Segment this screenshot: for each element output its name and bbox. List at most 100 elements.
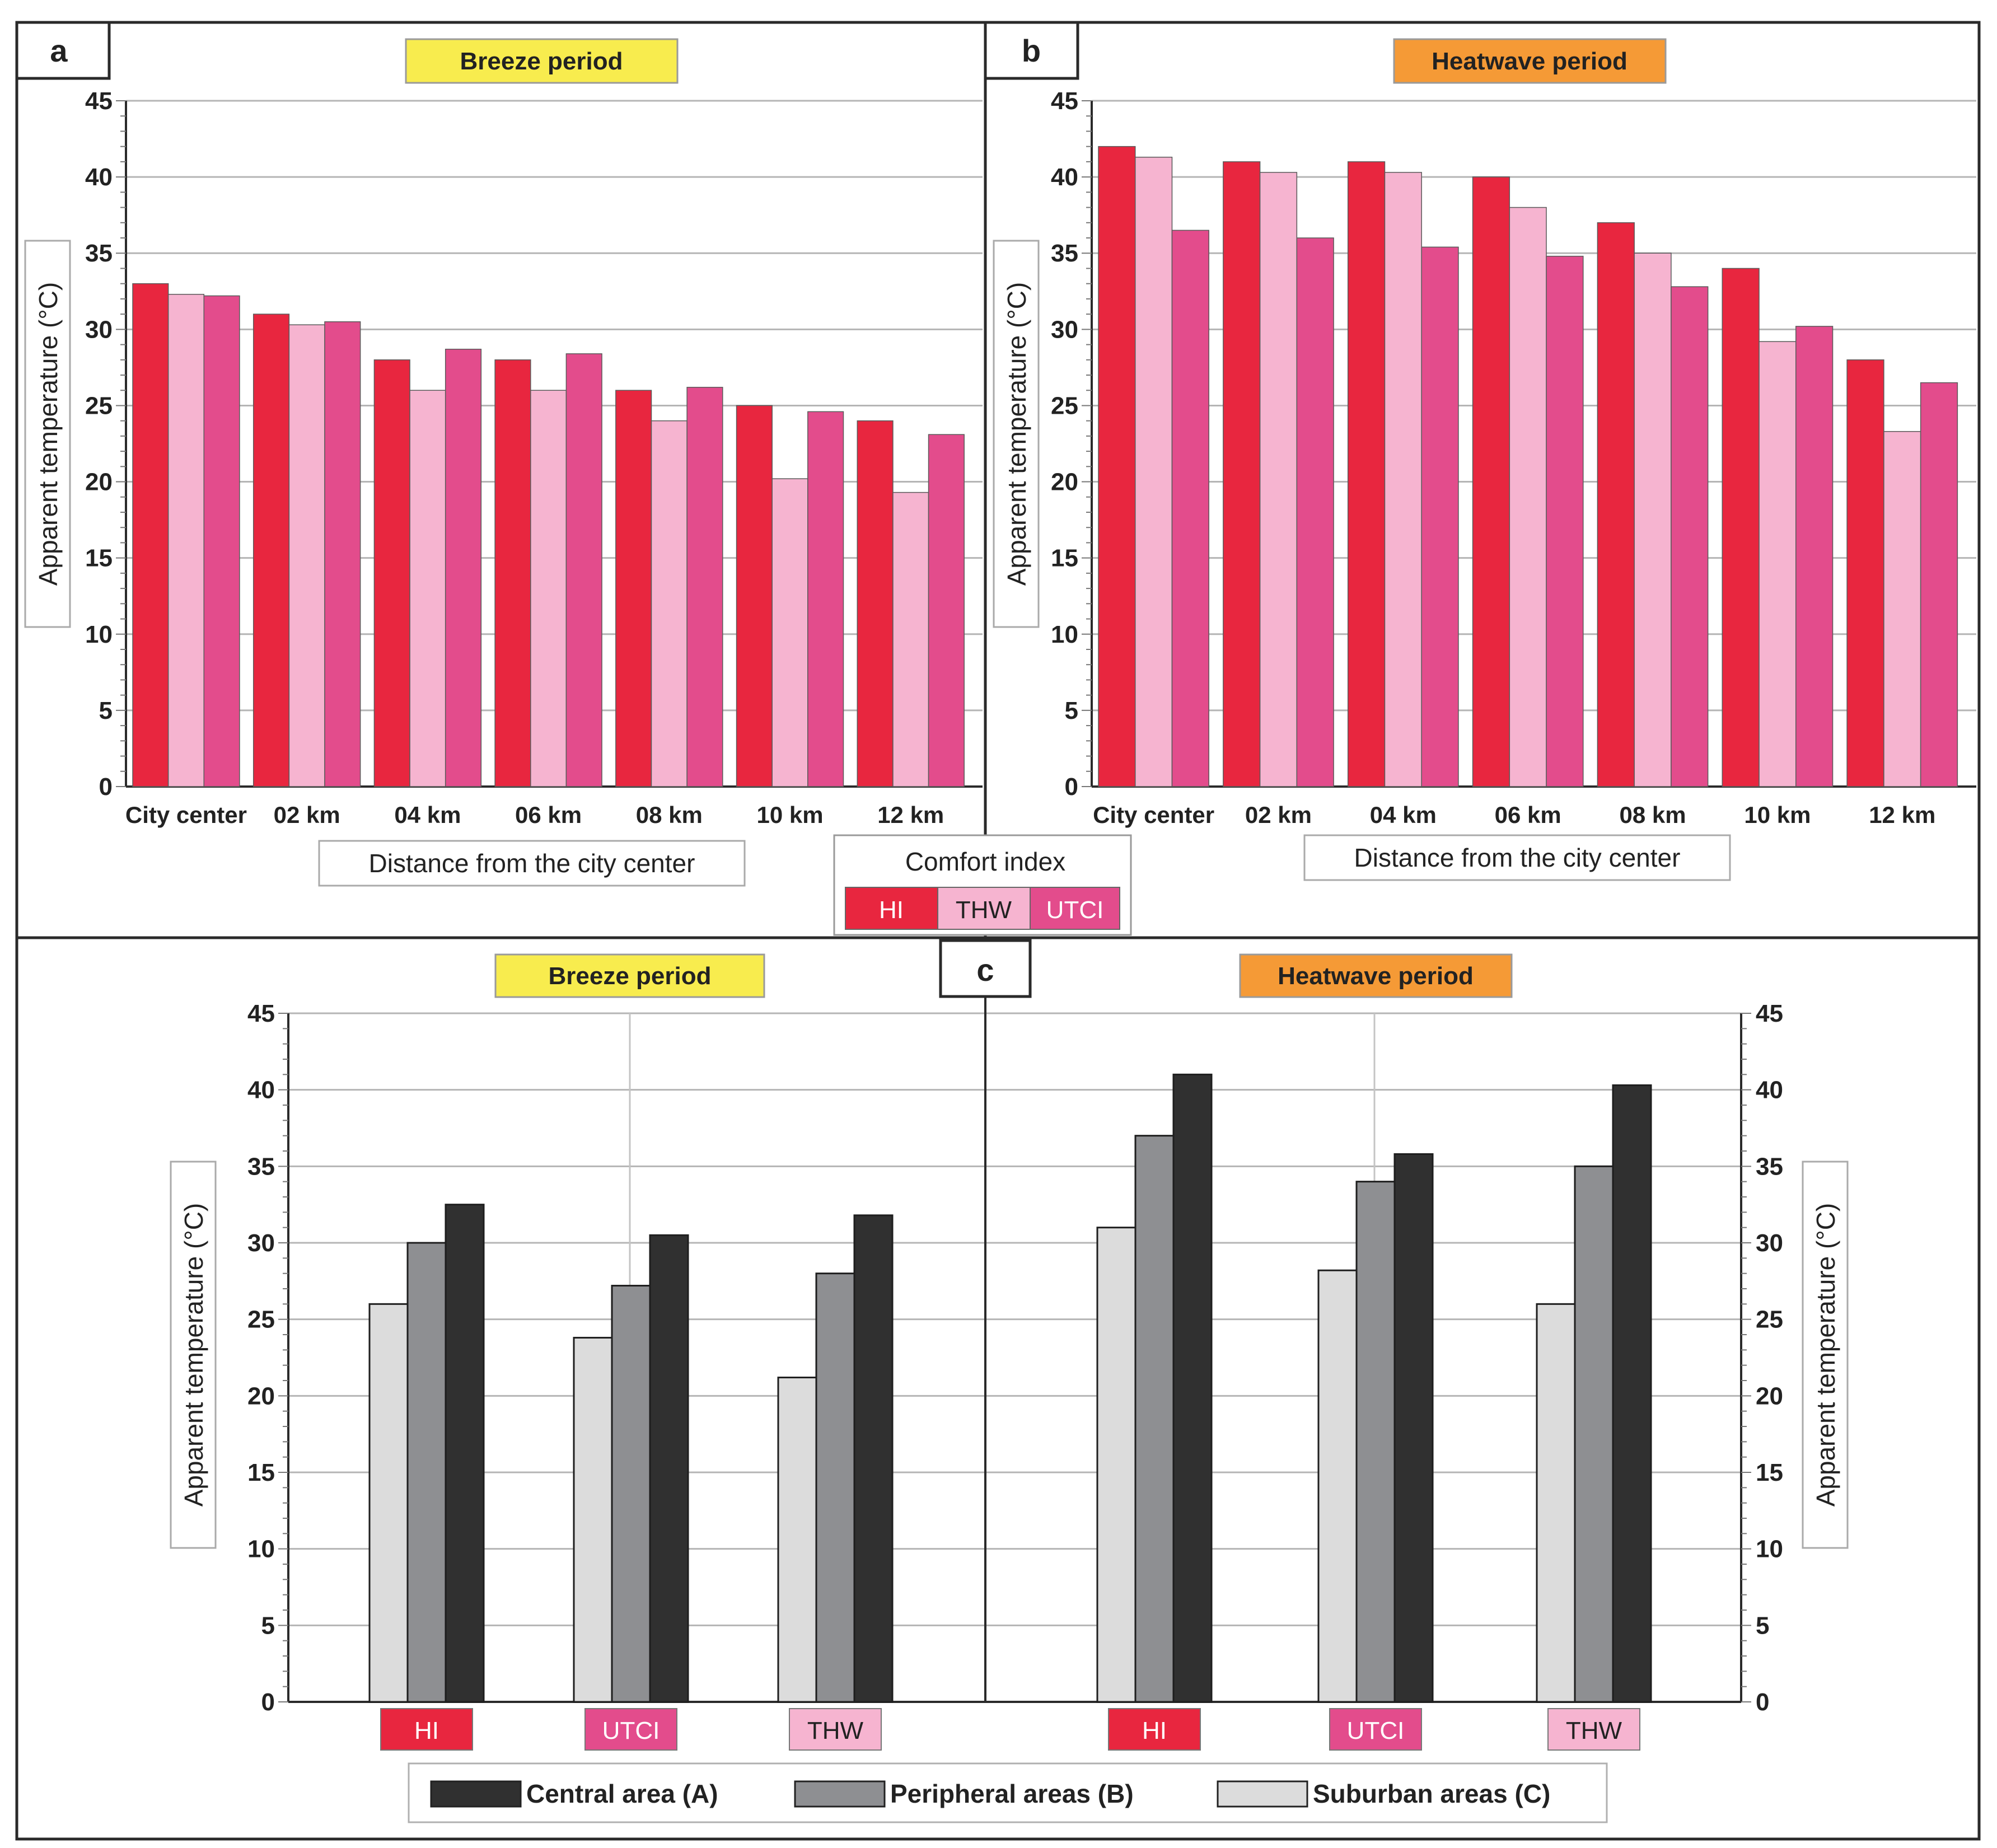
chart-c-left-y-tick-label: 30 — [247, 1229, 275, 1257]
chart-c-breeze-category-label: THW — [807, 1717, 864, 1744]
chart-b-bar-thw — [1759, 341, 1797, 787]
chart-a-xlabel-box — [318, 840, 746, 887]
chart-c-heatwave-bar-peripheral — [1574, 1165, 1614, 1703]
chart-a-bar-thw — [288, 324, 325, 787]
comfort-legend-title: Comfort index — [905, 847, 1065, 876]
chart-b-bar-hi — [1597, 222, 1635, 787]
chart-c-left-y-tick-label: 15 — [247, 1459, 275, 1486]
chart-b-x-tick-label: 04 km — [1370, 802, 1437, 828]
chart-a-bar-utci — [203, 295, 240, 787]
chart-b-y-tick-label: 20 — [1051, 469, 1078, 496]
chart-a-y-tick-label: 35 — [85, 240, 113, 267]
chart-c-left-y-tick-label: 40 — [247, 1077, 275, 1104]
chart-c-breeze-bar-peripheral — [815, 1272, 855, 1703]
chart-c-heatwave-bar-suburban — [1317, 1269, 1358, 1703]
chart-a-bar-hi — [132, 283, 169, 787]
chart-c-heatwave-category-badge — [1329, 1708, 1422, 1751]
chart-c-right-y-tick-label: 45 — [1756, 1000, 1783, 1027]
panel-label-c: c — [976, 952, 994, 988]
chart-c-right-y-tick-label: 35 — [1756, 1153, 1783, 1180]
chart-a-bar-utci — [686, 387, 723, 787]
chart-c-breeze-category-badge — [584, 1708, 677, 1751]
chart-c: Breeze period Heatwave period 0 5 10 15 20 25… — [170, 953, 1849, 1751]
chart-b-bar-thw — [1134, 156, 1173, 787]
chart-c-breeze-title: Breeze period — [549, 962, 712, 990]
legend-swatch-suburban — [1217, 1780, 1308, 1808]
chart-c-right-y-tick-label: 25 — [1756, 1306, 1783, 1334]
chart-c-right-y-tick-label: 30 — [1756, 1229, 1783, 1257]
chart-a-bar-hi — [857, 420, 894, 787]
chart-a-ylabel-box — [24, 240, 71, 628]
chart-b-y-tick-label: 15 — [1051, 545, 1078, 572]
chart-c-left-y-tick-label: 25 — [247, 1306, 275, 1334]
chart-a-y-tick-label: 0 — [99, 773, 113, 801]
chart-b-bar-hi — [1722, 268, 1760, 787]
chart-c-heatwave-bar-peripheral — [1355, 1181, 1396, 1703]
chart-c-left-y-tick-label: 5 — [261, 1612, 275, 1639]
chart-c-heatwave-title: Heatwave period — [1278, 962, 1474, 990]
comfort-legend-thw: THW — [956, 896, 1012, 924]
chart-b-y-tick-label: 5 — [1065, 697, 1078, 724]
chart-c-breeze-bar-central — [445, 1204, 485, 1703]
chart-c-heatwave-category-badge — [1108, 1708, 1201, 1751]
chart-a-y-tick-label: 20 — [85, 469, 113, 496]
chart-b-bar-utci — [1421, 246, 1459, 787]
chart-c-breeze-category-badge — [789, 1708, 882, 1751]
chart-b-bar-utci — [1171, 230, 1209, 787]
chart-b-xlabel: Distance from the city center — [1354, 843, 1681, 872]
chart-a-x-tick-label: 08 km — [636, 802, 703, 828]
chart-c-breeze-category-label: UTCI — [602, 1717, 660, 1744]
chart-a-y-tick-label: 25 — [85, 392, 113, 419]
chart-a-bar-hi — [736, 405, 773, 787]
legend-swatch-peripheral — [794, 1780, 886, 1808]
chart-b-y-tick-label: 10 — [1051, 621, 1078, 648]
chart-a-bar-hi — [615, 390, 652, 787]
chart-a-bar-hi — [494, 359, 531, 787]
chart-a-bar-thw — [167, 293, 205, 787]
comfort-legend: Comfort index HI THW UTCI — [833, 834, 1132, 936]
chart-b-x-tick-label: 06 km — [1495, 802, 1561, 828]
chart-b-bar-utci — [1296, 237, 1334, 787]
chart-a-y-tick-label: 45 — [85, 87, 113, 115]
chart-b: Heatwave period 0 5 10 15 20 25 30 35 40 45 City … — [993, 38, 1976, 881]
chart-a-bar-thw — [530, 390, 567, 787]
chart-c-heatwave-bar-central — [1612, 1084, 1652, 1703]
chart-c-heatwave-bar-peripheral — [1134, 1135, 1175, 1703]
chart-c-heatwave-bar-central — [1393, 1153, 1434, 1703]
chart-a-bar-thw — [409, 390, 446, 787]
chart-a-x-tick-label: 10 km — [756, 802, 823, 828]
chart-b-bar-thw — [1259, 172, 1298, 787]
legend-peripheral-label: Peripheral areas (B) — [890, 1779, 1134, 1808]
chart-b-bar-thw — [1634, 252, 1672, 787]
chart-b-x-tick-label: 10 km — [1744, 802, 1811, 828]
panel-label-b: b — [1022, 33, 1041, 68]
chart-c-ylabel-right-box — [1802, 1161, 1849, 1549]
legend-suburban-label: Suburban areas (C) — [1313, 1779, 1550, 1808]
chart-a-ylabel: Apparent temperature (°C) — [34, 282, 63, 586]
chart-b-bar-hi — [1846, 359, 1884, 787]
chart-a-xlabel: Distance from the city center — [369, 849, 695, 878]
chart-b-bar-utci — [1671, 286, 1709, 787]
chart-a-x-tick-label: 12 km — [877, 802, 944, 828]
chart-b-x-tick-label: 02 km — [1245, 802, 1312, 828]
chart-a-y-tick-label: 30 — [85, 316, 113, 343]
chart-c-breeze-bar-central — [853, 1214, 894, 1703]
chart-c-left-y-tick-label: 10 — [247, 1536, 275, 1563]
chart-c-breeze-bar-suburban — [777, 1377, 817, 1703]
chart-b-x-tick-label: 12 km — [1869, 802, 1935, 828]
chart-c-heatwave-category-badge — [1547, 1708, 1640, 1751]
chart-b-ylabel: Apparent temperature (°C) — [1002, 282, 1031, 586]
chart-b-xlabel-box — [1303, 834, 1731, 881]
chart-b-y-tick-label: 30 — [1051, 316, 1078, 343]
chart-b-x-tick-label: City center — [1093, 802, 1214, 828]
chart-a-bar-utci — [324, 321, 361, 787]
chart-b-bar-hi — [1223, 161, 1261, 787]
chart-a-bar-thw — [651, 420, 688, 787]
chart-c-heatwave-category-label: HI — [1142, 1717, 1167, 1744]
chart-b-x-tick-label: 08 km — [1619, 802, 1686, 828]
comfort-legend-hi: HI — [879, 896, 904, 924]
chart-a-y-tick-label: 5 — [99, 697, 113, 724]
chart-b-bar-utci — [1920, 382, 1958, 787]
chart-a-y-tick-label: 40 — [85, 163, 113, 191]
chart-c-right-y-tick-label: 10 — [1756, 1536, 1783, 1563]
